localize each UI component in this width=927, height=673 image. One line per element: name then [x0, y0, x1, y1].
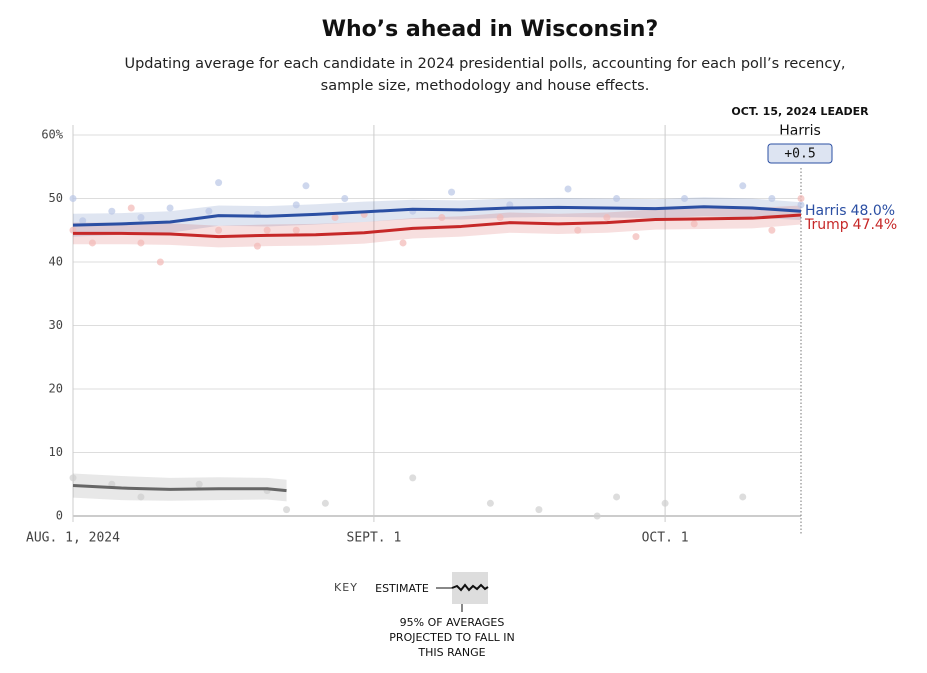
y-tick-label: 20 [49, 382, 63, 396]
subtitle: Updating average for each candidate in 2… [124, 56, 845, 72]
y-tick-label: 10 [49, 445, 63, 459]
poll-dot [399, 239, 407, 247]
poll-dot [137, 493, 145, 501]
key-note: THIS RANGE [417, 646, 485, 659]
poll-dot [438, 214, 446, 222]
key-note: PROJECTED TO FALL IN [389, 631, 514, 644]
poll-dot [341, 195, 349, 202]
key-estimate: ESTIMATE [375, 582, 429, 595]
poll-dot [409, 474, 417, 482]
poll-dot [448, 188, 456, 196]
x-tick-label: OCT. 1 [642, 531, 689, 546]
poll-dot [681, 195, 689, 202]
poll-dot [205, 207, 213, 215]
poll-dot [535, 506, 543, 514]
poll-dot [263, 226, 271, 234]
poll-dot [215, 179, 223, 187]
poll-dot [603, 214, 611, 222]
poll-dot [69, 474, 77, 482]
poll-dot [195, 480, 203, 488]
legend-name: Harris [805, 203, 847, 219]
average-line [73, 213, 802, 239]
end-label: Harris 48.0% [805, 203, 895, 219]
poll-dot [283, 506, 291, 514]
x-tick-label: AUG. 1, 2024 [26, 531, 120, 546]
poll-dot [496, 214, 504, 222]
poll-dot [331, 214, 339, 222]
leader-name: Harris [779, 123, 821, 139]
poll-dot [137, 239, 145, 247]
y-tick-label: 0 [56, 509, 63, 523]
y-tick-label: 60% [41, 128, 63, 142]
uncertainty-band [73, 473, 287, 502]
poll-dot [292, 226, 300, 234]
key-note: 95% OF AVERAGES [400, 616, 505, 629]
chart-title: Who’s ahead in Wisconsin? [322, 17, 658, 42]
leader-margin: +0.5 [784, 147, 815, 162]
poll-dot [739, 493, 747, 501]
leader-title: OCT. 15, 2024 LEADER [731, 105, 869, 118]
poll-dot [613, 493, 621, 501]
poll-dot [127, 204, 135, 212]
poll-dot [797, 201, 805, 209]
poll-dot [69, 195, 77, 202]
poll-dot [166, 204, 174, 212]
poll-dot [253, 242, 261, 250]
legend-name: Trump [804, 217, 849, 233]
poll-dot [321, 499, 329, 507]
key-line [451, 583, 489, 592]
end-label: Trump 47.4% [804, 217, 897, 233]
poll-dot [661, 499, 669, 507]
poll-dot [690, 220, 698, 228]
y-tick-label: 50 [49, 191, 63, 205]
leader-box [767, 143, 833, 164]
poll-dot [79, 217, 87, 225]
end-value: 47.4% [853, 217, 897, 233]
poll-dot [156, 258, 164, 266]
poll-dot [768, 195, 776, 202]
x-tick-label: SEPT. 1 [347, 531, 402, 546]
poll-dot [632, 233, 640, 241]
poll-dot [613, 195, 621, 202]
poll-dot [302, 182, 310, 190]
poll-dot [593, 512, 601, 520]
average-line [72, 484, 287, 493]
grid [72, 125, 801, 522]
end-value: 48.0% [851, 203, 895, 219]
poll-dot [215, 226, 223, 234]
poll-dot [137, 214, 145, 222]
poll-dot [88, 239, 96, 247]
subtitle: sample size, methodology and house effec… [321, 78, 650, 94]
y-tick-label: 40 [49, 255, 63, 269]
poll-dot [292, 201, 300, 209]
poll-dot [108, 207, 116, 215]
poll-dot [486, 499, 494, 507]
key-title: KEY [334, 581, 358, 594]
y-tick-label: 30 [49, 318, 63, 332]
poll-dot [564, 185, 572, 193]
poll-dot [797, 195, 805, 202]
poll-dot [768, 226, 776, 234]
poll-dot [574, 226, 582, 234]
average-line [72, 205, 802, 227]
poll-dot [739, 182, 747, 190]
